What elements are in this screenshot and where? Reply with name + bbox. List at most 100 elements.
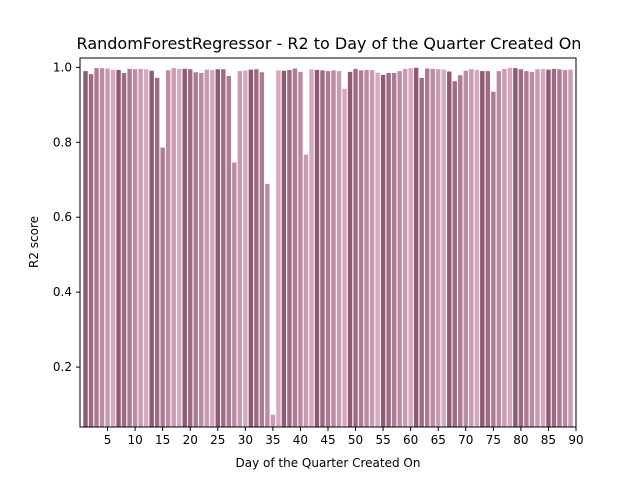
bar-day-73	[480, 71, 485, 428]
x-tick-label: 10	[127, 433, 142, 447]
bar-day-31	[248, 69, 254, 428]
bar-day-1	[83, 71, 88, 428]
bar-day-8	[121, 72, 127, 427]
x-tick-label: 25	[210, 433, 225, 447]
x-tick-label: 40	[293, 433, 308, 447]
bar-day-35	[270, 414, 276, 427]
y-tick-label: 1.0	[53, 60, 72, 74]
y-tick-label: 0.6	[53, 210, 72, 224]
bar-day-59	[402, 68, 408, 428]
bar-day-25	[215, 69, 220, 428]
bar-day-72	[474, 69, 480, 428]
bar-day-70	[463, 70, 468, 428]
bar-day-43	[314, 69, 320, 428]
bar-day-15	[160, 147, 165, 427]
bar-day-30	[243, 70, 248, 428]
bar-day-60	[408, 68, 413, 428]
bar-day-56	[386, 72, 391, 427]
bar-day-80	[518, 69, 524, 428]
y-axis-label: R2 score	[27, 216, 41, 268]
bar-day-27	[226, 75, 232, 427]
bar-day-2	[88, 74, 94, 428]
bar-day-11	[138, 68, 143, 428]
bar-day-13	[149, 70, 154, 428]
x-tick-label: 55	[375, 433, 390, 447]
bar-day-19	[182, 68, 187, 428]
bar-day-41	[303, 154, 309, 427]
bar-day-10	[132, 69, 138, 428]
bar-day-66	[441, 69, 446, 428]
bar-day-51	[358, 70, 364, 428]
bar-day-45	[325, 71, 331, 428]
bar-day-16	[165, 70, 171, 428]
y-tick-label: 0.8	[53, 135, 72, 149]
bar-day-3	[94, 68, 99, 428]
bar-day-52	[364, 69, 369, 428]
x-tick-label: 20	[183, 433, 198, 447]
y-tick-label: 0.2	[53, 360, 72, 374]
bar-day-5	[105, 68, 110, 428]
bar-day-6	[110, 69, 116, 428]
x-tick-label: 85	[541, 433, 556, 447]
bar-day-62	[419, 77, 424, 427]
x-tick-label: 60	[403, 433, 418, 447]
bar-day-58	[397, 71, 402, 428]
x-tick-label: 90	[568, 433, 583, 447]
bar-day-78	[507, 67, 513, 428]
bar-day-67	[447, 71, 452, 428]
x-axis-ticks: 5 10 15 20 25 30 35 40 45 50 55 60 65 70 75 80 85 90	[104, 427, 584, 447]
x-tick-label: 65	[431, 433, 446, 447]
bar-day-65	[436, 69, 441, 428]
bar-day-69	[458, 75, 463, 427]
bar-day-23	[204, 69, 209, 428]
bar-day-49	[347, 71, 353, 428]
bar-day-18	[177, 68, 182, 428]
bar-day-61	[413, 67, 419, 428]
bar-day-50	[353, 68, 358, 428]
x-tick-label: 35	[265, 433, 280, 447]
bar-day-44	[320, 70, 325, 428]
bar-day-33	[259, 72, 265, 428]
bar-day-34	[265, 183, 270, 427]
x-tick-label: 80	[513, 433, 528, 447]
bar-day-77	[502, 68, 507, 428]
x-axis-label: Day of the Quarter Created On	[236, 456, 421, 470]
bar-day-81	[524, 71, 529, 428]
bar-day-7	[116, 69, 121, 428]
bar-day-42	[309, 69, 314, 428]
bar-day-17	[171, 68, 176, 428]
bar-day-88	[562, 69, 568, 428]
bar-day-22	[199, 72, 204, 427]
y-axis-ticks: 0.2 0.4 0.6 0.8 1.0	[53, 60, 80, 374]
bar-day-64	[430, 68, 435, 428]
bar-day-24	[210, 69, 215, 428]
bar-day-74	[485, 71, 491, 428]
bar-day-85	[546, 69, 551, 428]
bar-day-38	[287, 69, 292, 428]
bar-day-9	[127, 68, 132, 428]
bar-day-37	[281, 70, 287, 428]
chart-title: RandomForestRegressor - R2 to Day of the…	[77, 34, 582, 53]
bar-day-53	[369, 69, 375, 428]
bar-day-83	[535, 69, 540, 428]
x-tick-label: 75	[486, 433, 501, 447]
bar-day-71	[469, 69, 474, 428]
bar-day-82	[529, 71, 535, 428]
x-tick-label: 30	[238, 433, 253, 447]
x-tick-label: 45	[320, 433, 335, 447]
bar-day-47	[336, 71, 342, 428]
bar-day-86	[551, 68, 557, 428]
bar-day-87	[557, 69, 562, 428]
bar-day-28	[232, 162, 237, 427]
x-tick-label: 5	[104, 433, 112, 447]
bar-day-79	[513, 68, 518, 428]
bar-day-20	[188, 69, 193, 428]
x-tick-label: 15	[155, 433, 170, 447]
bar-day-36	[276, 70, 281, 428]
bar-day-63	[425, 68, 430, 428]
bar-day-75	[491, 91, 496, 427]
bar-day-54	[375, 72, 380, 428]
bar-day-14	[154, 77, 160, 427]
bar-day-48	[342, 88, 347, 427]
